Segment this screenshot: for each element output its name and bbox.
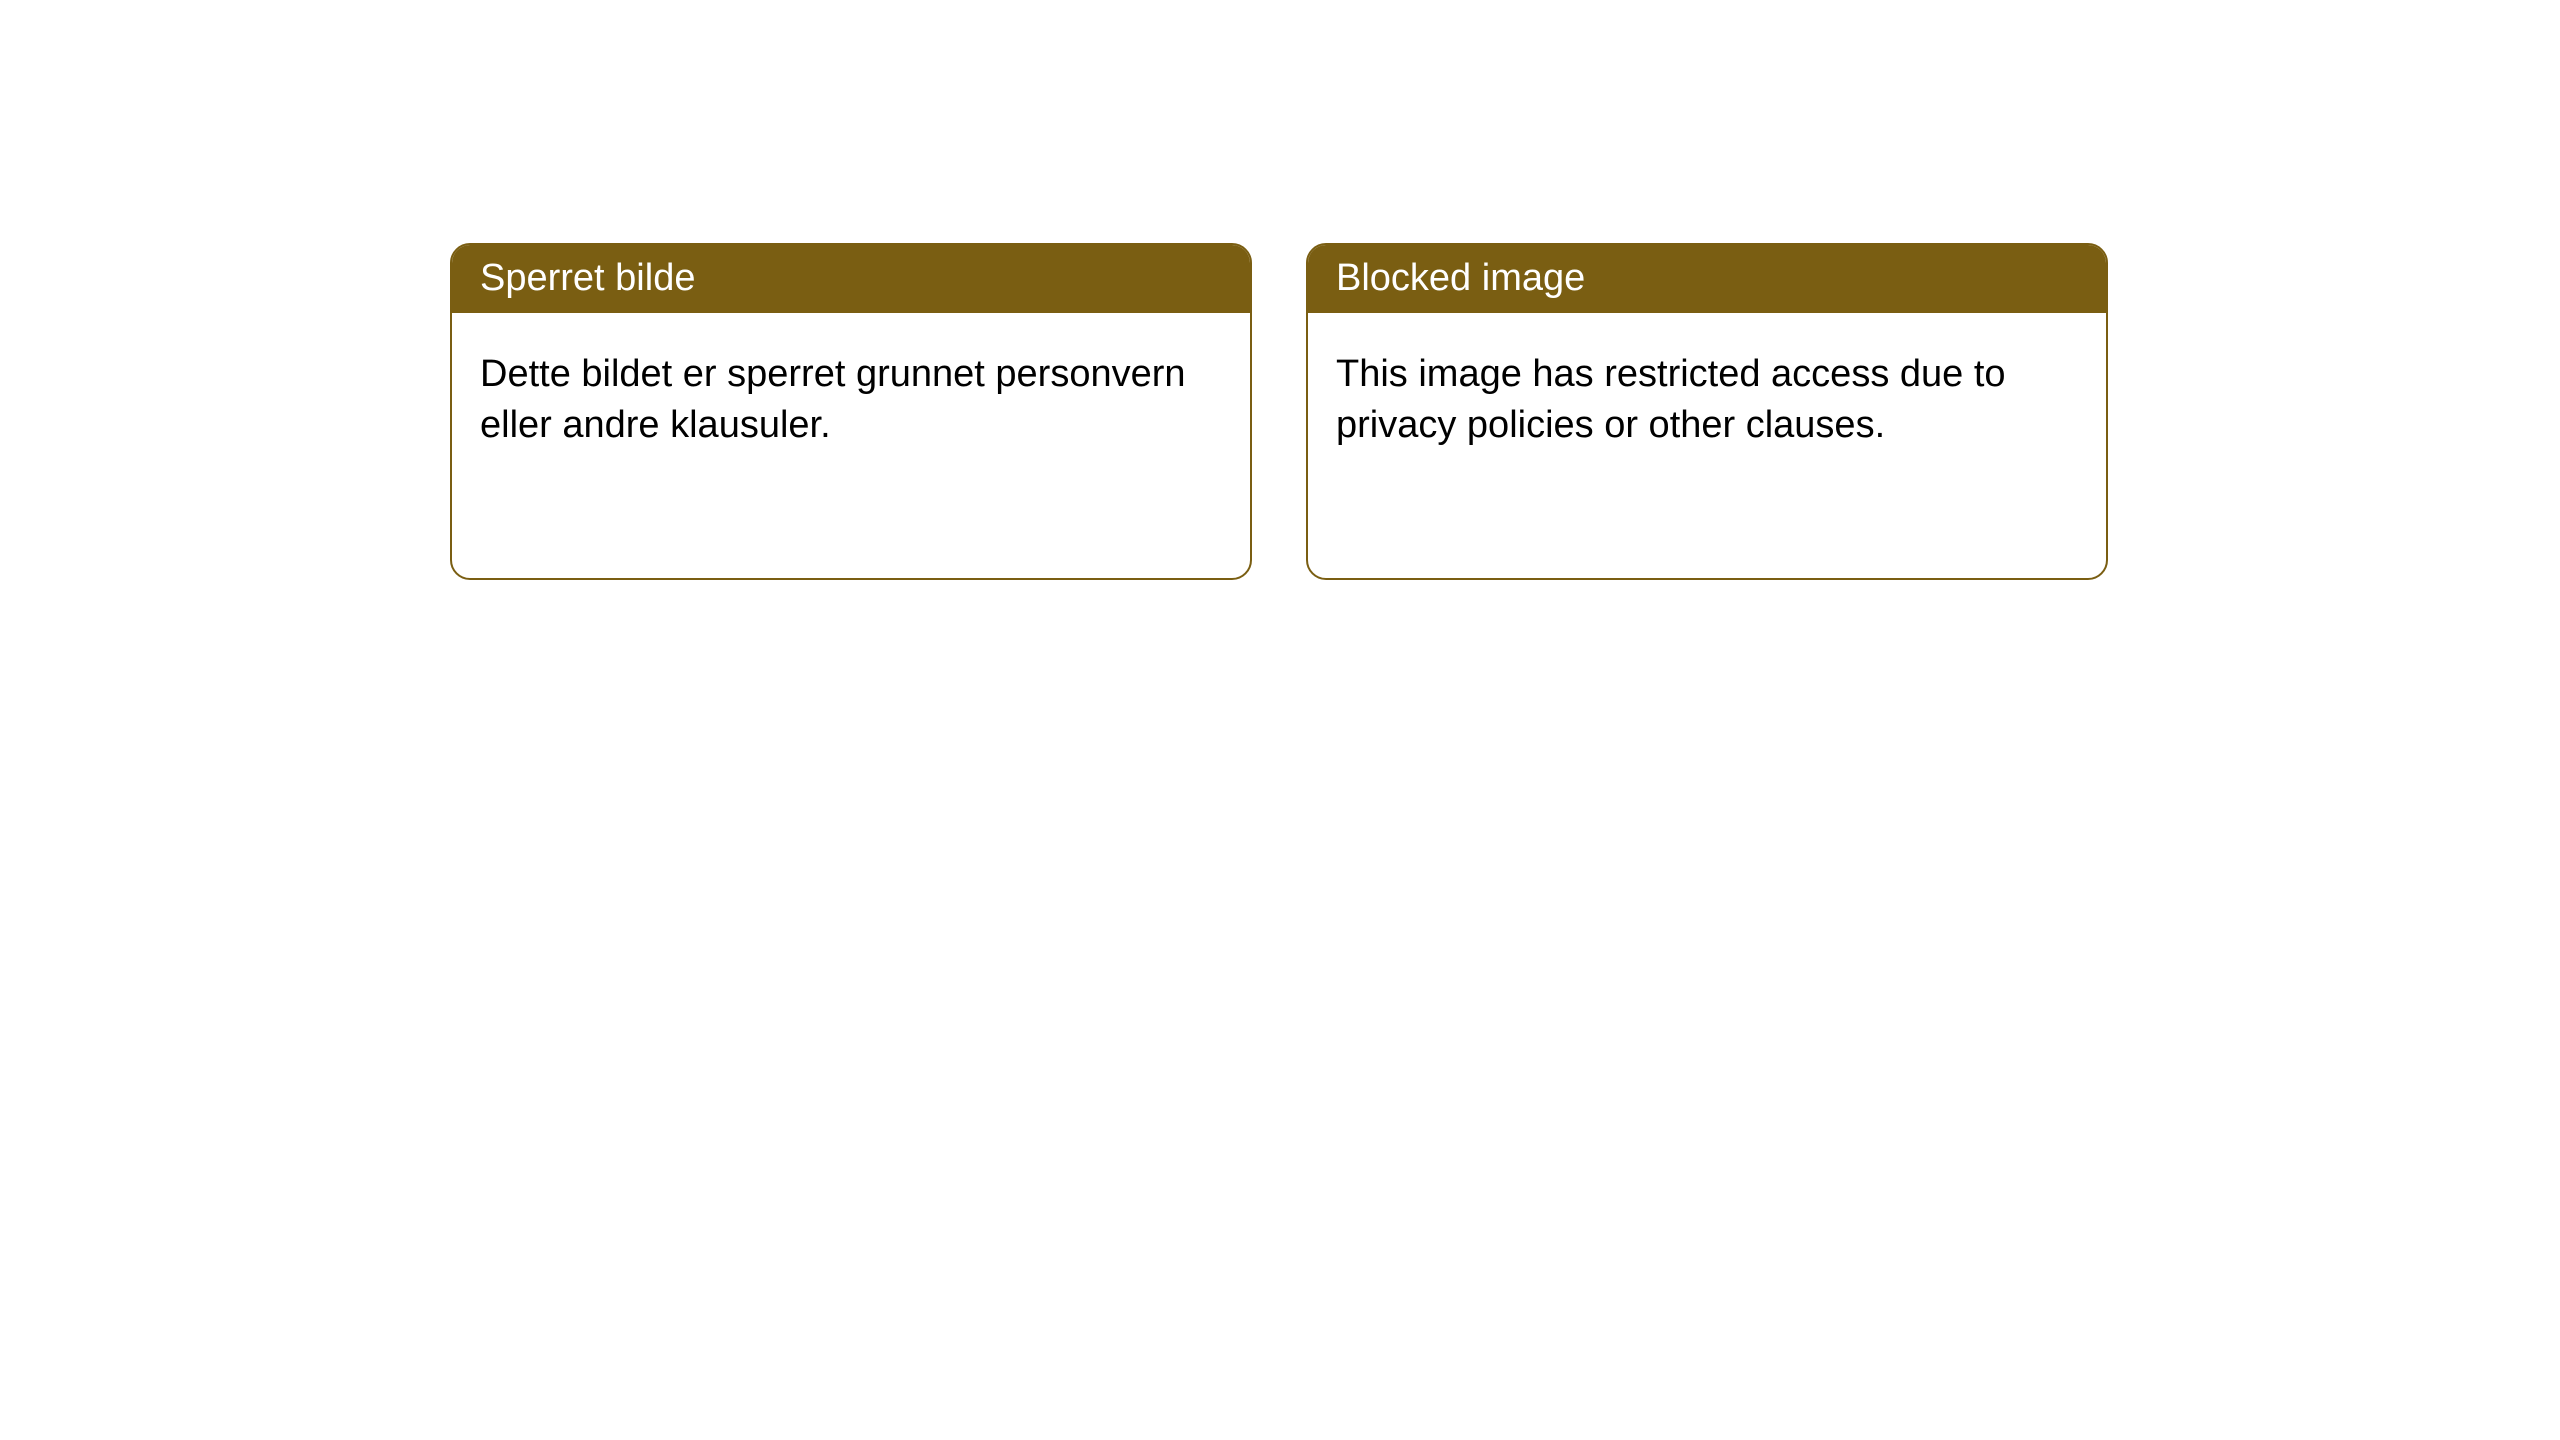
notice-body-text: Dette bildet er sperret grunnet personve… <box>480 353 1186 446</box>
notice-header: Sperret bilde <box>452 245 1250 313</box>
notice-body-text: This image has restricted access due to … <box>1336 353 2006 446</box>
notice-header: Blocked image <box>1308 245 2106 313</box>
notice-title: Blocked image <box>1336 257 1585 299</box>
notice-body: This image has restricted access due to … <box>1308 313 2106 488</box>
notice-card-norwegian: Sperret bilde Dette bildet er sperret gr… <box>450 243 1252 580</box>
notice-title: Sperret bilde <box>480 257 695 299</box>
notice-body: Dette bildet er sperret grunnet personve… <box>452 313 1250 488</box>
notice-card-english: Blocked image This image has restricted … <box>1306 243 2108 580</box>
notice-container: Sperret bilde Dette bildet er sperret gr… <box>0 0 2560 580</box>
